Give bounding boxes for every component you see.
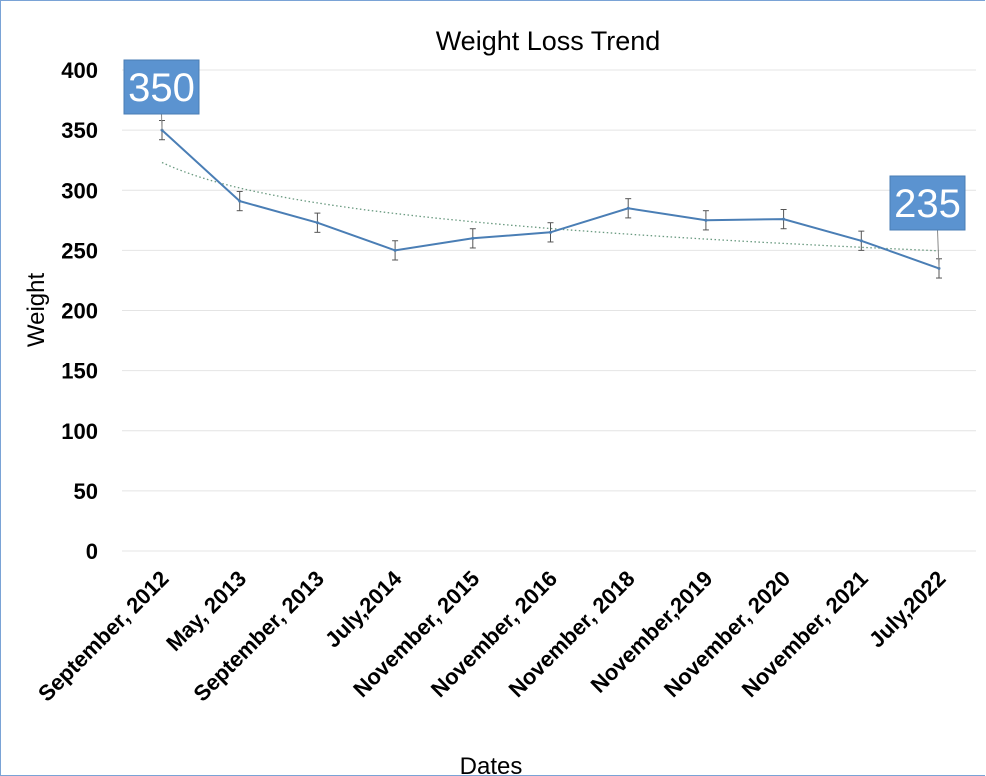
data-label-callouts: 350 235 (123, 59, 966, 269)
data-point (238, 199, 242, 203)
data-point (315, 221, 319, 225)
error-bars (159, 120, 942, 279)
callout-value: 350 (128, 66, 195, 110)
x-tick-label: September, 2012 (33, 566, 173, 706)
x-tick-label: July,2022 (864, 566, 951, 653)
y-tick-label: 300 (61, 178, 98, 203)
data-label-callout: 235 (889, 175, 966, 269)
y-tick-labels: 0 50 100 150 200 250 300 350 400 (61, 58, 98, 564)
y-tick-label: 150 (61, 359, 98, 384)
y-axis-title: Weight (23, 273, 50, 348)
callout-leader (937, 229, 940, 269)
data-point (393, 248, 397, 252)
series-line (161, 129, 940, 270)
y-tick-label: 100 (61, 419, 98, 444)
series-line-layer (160, 128, 941, 270)
callout-box (889, 175, 966, 231)
x-tick-label: September, 2013 (188, 566, 328, 706)
y-tick-label: 350 (61, 118, 98, 143)
x-axis-title: Dates (460, 753, 523, 776)
chart-title: Weight Loss Trend (436, 26, 661, 56)
callout-value: 235 (894, 182, 961, 226)
callout-box (123, 59, 200, 115)
data-point (626, 206, 630, 210)
data-point (859, 239, 863, 243)
callout-leader (161, 113, 163, 131)
data-point (782, 217, 786, 221)
y-tick-label: 0 (86, 539, 98, 564)
gridlines (122, 69, 976, 552)
data-point (549, 230, 552, 234)
y-tick-label: 400 (61, 58, 98, 83)
y-tick-label: 200 (61, 299, 98, 324)
data-point (704, 218, 708, 222)
data-label-callout: 350 (123, 59, 200, 131)
y-tick-label: 50 (74, 479, 98, 504)
y-tick-label: 250 (61, 238, 98, 263)
data-point (471, 236, 475, 240)
